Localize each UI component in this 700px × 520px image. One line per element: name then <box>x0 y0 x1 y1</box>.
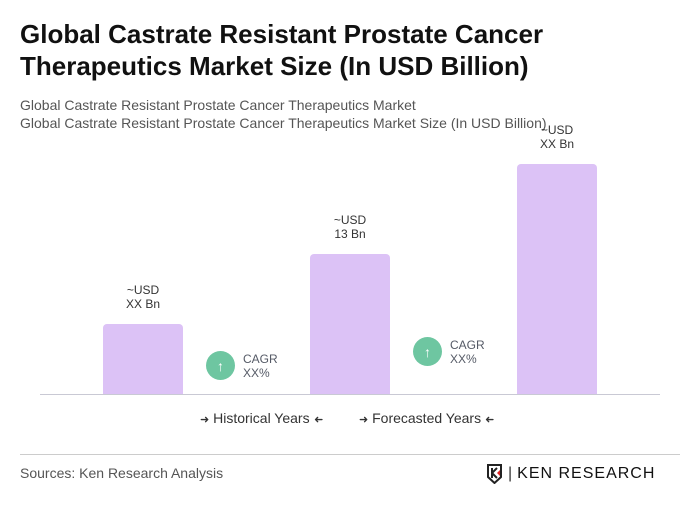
cagr-label: CAGR <box>450 337 485 352</box>
arrow-up-icon: ↑ <box>206 351 235 380</box>
legend-historical: ➜ Historical Years ➜ <box>200 410 323 426</box>
x-axis <box>40 394 660 395</box>
arrow-left-icon: ➜ <box>484 414 495 426</box>
cagr-badge: ↑ CAGR XX% <box>206 351 278 380</box>
arrow-up-icon: ↑ <box>413 337 442 366</box>
ken-research-logo: | KEN RESEARCH <box>486 464 655 484</box>
cagr-label: CAGR <box>243 351 278 366</box>
cagr-value: XX% <box>243 365 270 380</box>
logo-text: KEN RESEARCH <box>517 465 656 482</box>
bar-data-label: ~USD 13 Bn <box>333 213 367 241</box>
legend-label: Historical Years <box>213 410 310 426</box>
subtitle: Global Castrate Resistant Prostate Cance… <box>20 97 416 113</box>
bar-data-label: ~USD XX Bn <box>125 283 161 311</box>
page-title: Global Castrate Resistant Prostate Cance… <box>20 19 544 81</box>
legend-label: Forecasted Years <box>372 410 482 426</box>
logo-mark-icon <box>487 464 502 484</box>
source-text: Sources: Ken Research Analysis <box>20 465 224 481</box>
bar-data-label: ~USD XX Bn <box>539 122 575 151</box>
cagr-value: XX% <box>450 351 477 366</box>
bar <box>517 163 597 394</box>
arrow-left-icon: ➜ <box>313 414 323 426</box>
arrow-right-icon: ➜ <box>200 414 210 426</box>
footer-divider <box>20 454 680 455</box>
legend-forecasted: ➜ Forecasted Years ➜ <box>359 410 494 426</box>
bar <box>103 324 183 394</box>
bar <box>310 254 390 394</box>
arrow-right-icon: ➜ <box>359 414 369 426</box>
cagr-badge: ↑ CAGR XX% <box>413 337 485 366</box>
subtitle-secondary: Global Castrate Resistant Prostate Cance… <box>20 115 547 131</box>
